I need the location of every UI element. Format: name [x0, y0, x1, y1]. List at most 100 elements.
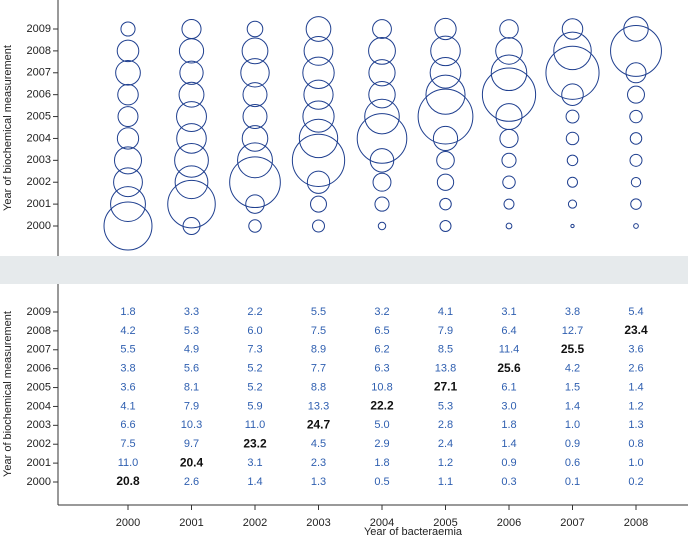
bubble: [502, 175, 516, 189]
value-label: 1.3: [311, 476, 326, 488]
value-label: 3.6: [120, 381, 135, 393]
y-axis-title: Year of biochemical measurement: [2, 45, 14, 211]
y-tick-label: 2004: [27, 132, 51, 144]
x-tick-label: 2005: [433, 517, 457, 529]
value-label: 4.2: [565, 363, 580, 375]
value-label: 5.3: [184, 325, 199, 337]
value-label: 2.6: [628, 363, 643, 375]
value-label: 4.2: [120, 325, 135, 337]
value-label: 2.3: [311, 457, 326, 469]
bubble: [369, 148, 395, 173]
bubble: [242, 104, 268, 130]
value-label: 5.5: [120, 344, 135, 356]
value-label: 9.7: [184, 438, 199, 450]
value-label: 7.9: [184, 400, 199, 412]
value-label: 24.7: [307, 418, 331, 432]
value-label: 11.0: [245, 419, 266, 431]
value-label: 5.0: [374, 419, 389, 431]
y-tick-label: 2003: [27, 154, 51, 166]
bubble: [245, 194, 265, 214]
bubble: [356, 113, 408, 164]
bubble: [561, 83, 584, 106]
bubble: [372, 172, 392, 192]
bubble: [303, 79, 334, 110]
bubble: [377, 221, 387, 231]
bubble: [113, 146, 143, 175]
value-label: 5.2: [247, 363, 262, 375]
value-label: 3.8: [565, 306, 580, 318]
bubble: [439, 219, 452, 233]
value-label: 1.4: [565, 400, 580, 412]
y-tick-label: 2000: [27, 476, 51, 488]
value-label: 7.3: [247, 344, 262, 356]
value-label: 3.8: [120, 363, 135, 375]
bubble: [633, 223, 639, 229]
bubble: [176, 101, 207, 133]
value-label: 2.8: [438, 419, 453, 431]
bubble: [303, 35, 334, 66]
bubble: [481, 67, 537, 122]
x-tick-label: 2006: [497, 517, 521, 529]
value-label: 13.8: [435, 363, 456, 375]
value-label: 10.3: [181, 419, 202, 431]
value-label: 6.4: [501, 325, 516, 337]
bubble: [629, 132, 643, 145]
value-label: 5.4: [628, 306, 643, 318]
bubble: [368, 80, 396, 109]
value-label: 0.3: [501, 476, 516, 488]
value-label: 6.1: [501, 381, 516, 393]
value-label: 2.2: [247, 306, 262, 318]
bubble: [567, 176, 578, 188]
value-label: 8.9: [311, 344, 326, 356]
x-tick-label: 2003: [306, 517, 330, 529]
bubble: [436, 151, 455, 170]
y-axis-title: Year of biochemical measurement: [2, 311, 14, 477]
bubble: [627, 85, 645, 104]
bubble: [117, 83, 139, 106]
value-label: 3.1: [247, 457, 262, 469]
bubble: [425, 74, 466, 115]
bubble: [630, 198, 642, 210]
bubble: [505, 222, 513, 230]
value-label: 1.4: [247, 476, 262, 488]
bubble: [302, 100, 335, 133]
bubble: [625, 62, 647, 84]
value-label: 8.8: [311, 381, 326, 393]
value-label: 1.1: [438, 476, 453, 488]
value-label: 23.4: [624, 323, 648, 337]
bubble: [117, 106, 139, 128]
value-label: 12.7: [562, 325, 583, 337]
value-label: 2.4: [438, 438, 453, 450]
bubble: [116, 39, 140, 63]
x-tick-label: 2007: [560, 517, 584, 529]
bubble: [432, 125, 459, 152]
value-label: 7.9: [438, 325, 453, 337]
bubble: [298, 118, 339, 159]
x-tick-label: 2002: [243, 517, 267, 529]
value-label: 0.2: [628, 476, 643, 488]
value-label: 2.6: [184, 476, 199, 488]
bubble: [429, 56, 462, 89]
bubble: [174, 142, 209, 178]
y-tick-label: 2001: [27, 457, 51, 469]
value-label: 10.8: [371, 381, 392, 393]
value-label: 0.5: [374, 476, 389, 488]
y-tick-label: 2009: [27, 306, 51, 318]
value-label: 5.3: [438, 400, 453, 412]
value-label: 1.2: [628, 400, 643, 412]
bubble: [241, 37, 269, 65]
bubble: [368, 59, 396, 87]
value-label: 6.3: [374, 363, 389, 375]
y-tick-label: 2006: [27, 363, 51, 375]
value-label: 6.6: [120, 419, 135, 431]
x-tick-label: 2008: [624, 517, 648, 529]
value-label: 23.2: [243, 436, 267, 450]
value-label: 3.1: [501, 306, 516, 318]
value-label: 3.3: [184, 306, 199, 318]
bubble: [495, 103, 523, 131]
bubble: [490, 54, 528, 92]
value-label: 0.9: [501, 457, 516, 469]
bubble: [241, 125, 269, 152]
value-label: 3.2: [374, 306, 389, 318]
value-label: 5.6: [184, 363, 199, 375]
